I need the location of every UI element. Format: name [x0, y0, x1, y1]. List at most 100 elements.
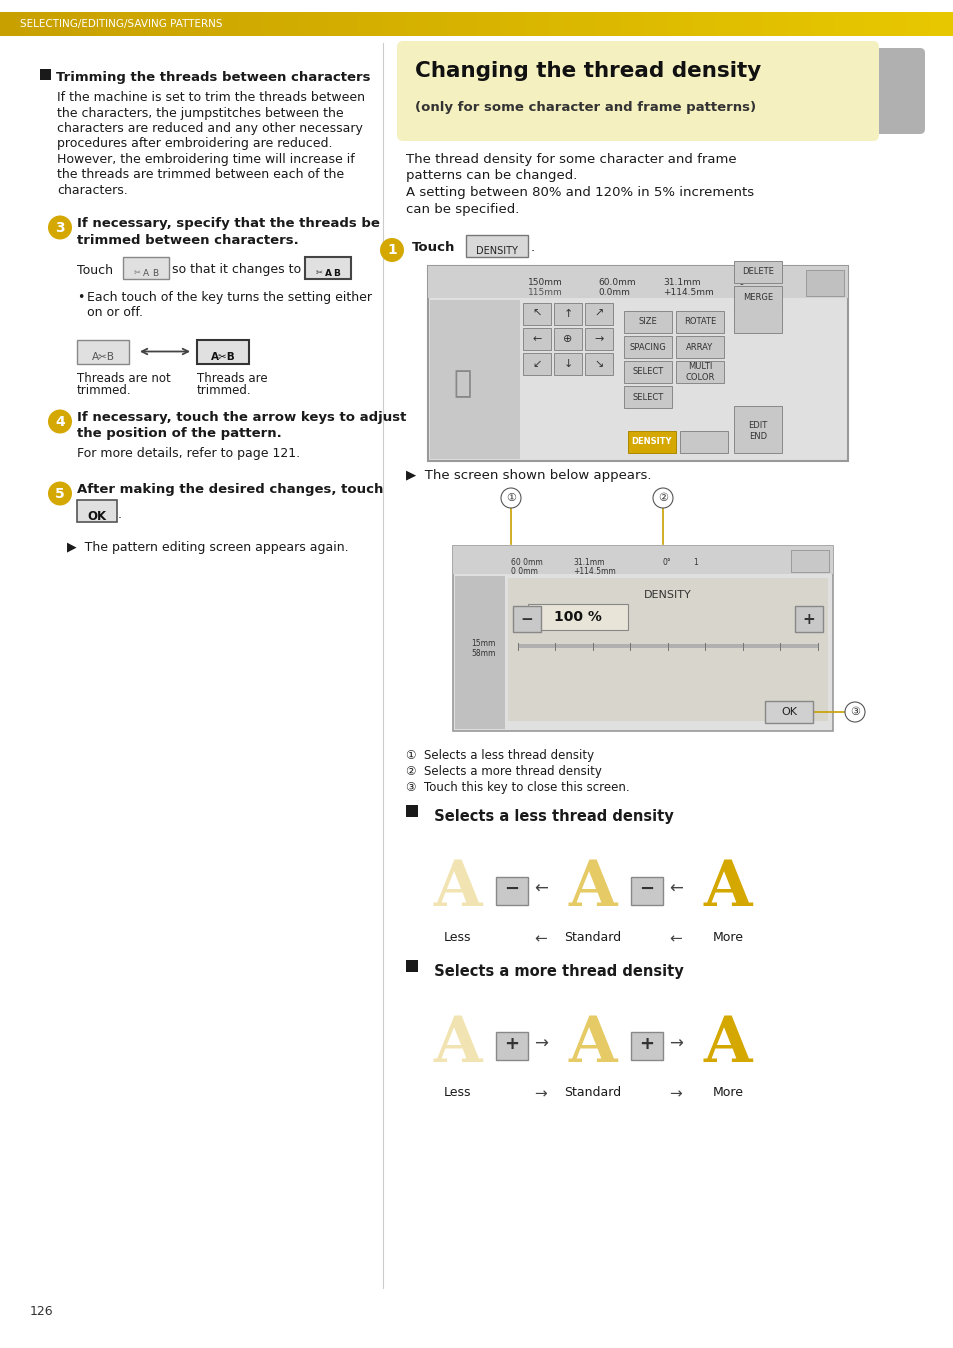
- Bar: [657, 12, 658, 36]
- Circle shape: [48, 481, 71, 506]
- Bar: [6, 12, 7, 36]
- Bar: [452, 12, 453, 36]
- Bar: [326, 12, 327, 36]
- Bar: [828, 12, 829, 36]
- Bar: [934, 12, 935, 36]
- Bar: [48, 12, 49, 36]
- Text: If necessary, touch the arrow keys to adjust: If necessary, touch the arrow keys to ad…: [77, 411, 406, 425]
- Bar: [678, 12, 679, 36]
- Bar: [799, 12, 800, 36]
- Bar: [880, 12, 882, 36]
- Bar: [834, 12, 835, 36]
- Bar: [484, 12, 485, 36]
- Text: 31.1mm: 31.1mm: [573, 558, 604, 568]
- Bar: [650, 12, 651, 36]
- Bar: [681, 12, 682, 36]
- Bar: [8, 12, 9, 36]
- Text: The thread density for some character and frame: The thread density for some character an…: [406, 154, 736, 166]
- Bar: [359, 12, 360, 36]
- Bar: [224, 12, 225, 36]
- Bar: [672, 12, 673, 36]
- Bar: [203, 12, 204, 36]
- Bar: [661, 12, 662, 36]
- Bar: [598, 12, 599, 36]
- Bar: [249, 12, 250, 36]
- Bar: [504, 12, 505, 36]
- Bar: [522, 353, 551, 375]
- Bar: [642, 12, 643, 36]
- Text: 5: 5: [55, 487, 65, 500]
- Bar: [379, 12, 380, 36]
- Text: so that it changes to: so that it changes to: [172, 263, 301, 276]
- Bar: [753, 12, 754, 36]
- Bar: [518, 12, 519, 36]
- Bar: [140, 12, 141, 36]
- Bar: [19, 12, 20, 36]
- Bar: [285, 12, 286, 36]
- Bar: [706, 12, 707, 36]
- Bar: [120, 12, 121, 36]
- Bar: [931, 12, 932, 36]
- Bar: [380, 12, 381, 36]
- Bar: [757, 12, 758, 36]
- Bar: [606, 12, 607, 36]
- Bar: [393, 12, 394, 36]
- Bar: [742, 643, 743, 651]
- Bar: [82, 12, 83, 36]
- Bar: [804, 12, 805, 36]
- Bar: [609, 12, 610, 36]
- Bar: [704, 12, 705, 36]
- Bar: [629, 643, 630, 651]
- Bar: [218, 12, 219, 36]
- Bar: [745, 12, 746, 36]
- Bar: [615, 12, 616, 36]
- Bar: [229, 12, 230, 36]
- Bar: [105, 12, 106, 36]
- Bar: [624, 12, 625, 36]
- Bar: [208, 12, 209, 36]
- Bar: [726, 12, 727, 36]
- Bar: [845, 12, 846, 36]
- Bar: [356, 12, 357, 36]
- Bar: [669, 12, 670, 36]
- Bar: [64, 12, 65, 36]
- Bar: [630, 878, 662, 905]
- Bar: [813, 12, 814, 36]
- Bar: [908, 12, 909, 36]
- Bar: [329, 12, 330, 36]
- Bar: [1, 12, 2, 36]
- Bar: [875, 12, 876, 36]
- Bar: [338, 12, 339, 36]
- Bar: [891, 12, 892, 36]
- Bar: [728, 12, 729, 36]
- Bar: [439, 12, 440, 36]
- Bar: [623, 311, 671, 333]
- Bar: [339, 12, 340, 36]
- Bar: [488, 12, 489, 36]
- Bar: [54, 12, 55, 36]
- Text: DENSITY: DENSITY: [631, 438, 672, 446]
- Bar: [262, 12, 263, 36]
- Bar: [427, 12, 428, 36]
- Bar: [790, 550, 828, 572]
- Bar: [315, 12, 316, 36]
- Bar: [168, 12, 169, 36]
- Bar: [354, 12, 355, 36]
- Bar: [412, 12, 413, 36]
- Bar: [554, 303, 581, 325]
- Bar: [942, 12, 943, 36]
- Bar: [698, 12, 699, 36]
- Text: ⊕: ⊕: [562, 334, 572, 344]
- Bar: [405, 12, 406, 36]
- Bar: [861, 12, 862, 36]
- Bar: [413, 12, 414, 36]
- Bar: [548, 12, 550, 36]
- Bar: [450, 12, 451, 36]
- Bar: [898, 12, 899, 36]
- Bar: [849, 12, 850, 36]
- Bar: [399, 12, 400, 36]
- Bar: [30, 12, 32, 36]
- Bar: [389, 12, 390, 36]
- Text: If the machine is set to trim the threads between: If the machine is set to trim the thread…: [57, 92, 365, 104]
- Text: Trimming the threads between characters: Trimming the threads between characters: [56, 71, 370, 84]
